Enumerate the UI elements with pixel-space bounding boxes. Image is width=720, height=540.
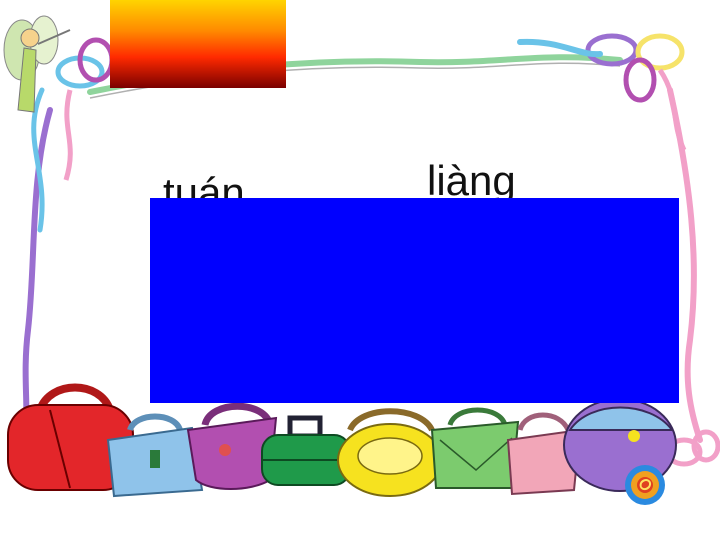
- handbag-icon: [7, 383, 134, 491]
- handbag-icon: [506, 412, 582, 496]
- ribbon-bow-icon: [517, 33, 687, 152]
- handbag-icon: [106, 413, 204, 498]
- handbag-icon: [430, 407, 520, 489]
- handbag-icon: [563, 398, 677, 492]
- pinyin-text-2: liàng: [427, 157, 516, 204]
- blue-cover-box[interactable]: [150, 198, 679, 403]
- right-ribbon: [667, 87, 703, 443]
- title-gradient-block: [110, 0, 286, 88]
- left-ribbon-2: [31, 87, 45, 233]
- handbag-icon: [337, 408, 443, 497]
- handbag-icon: [261, 415, 351, 486]
